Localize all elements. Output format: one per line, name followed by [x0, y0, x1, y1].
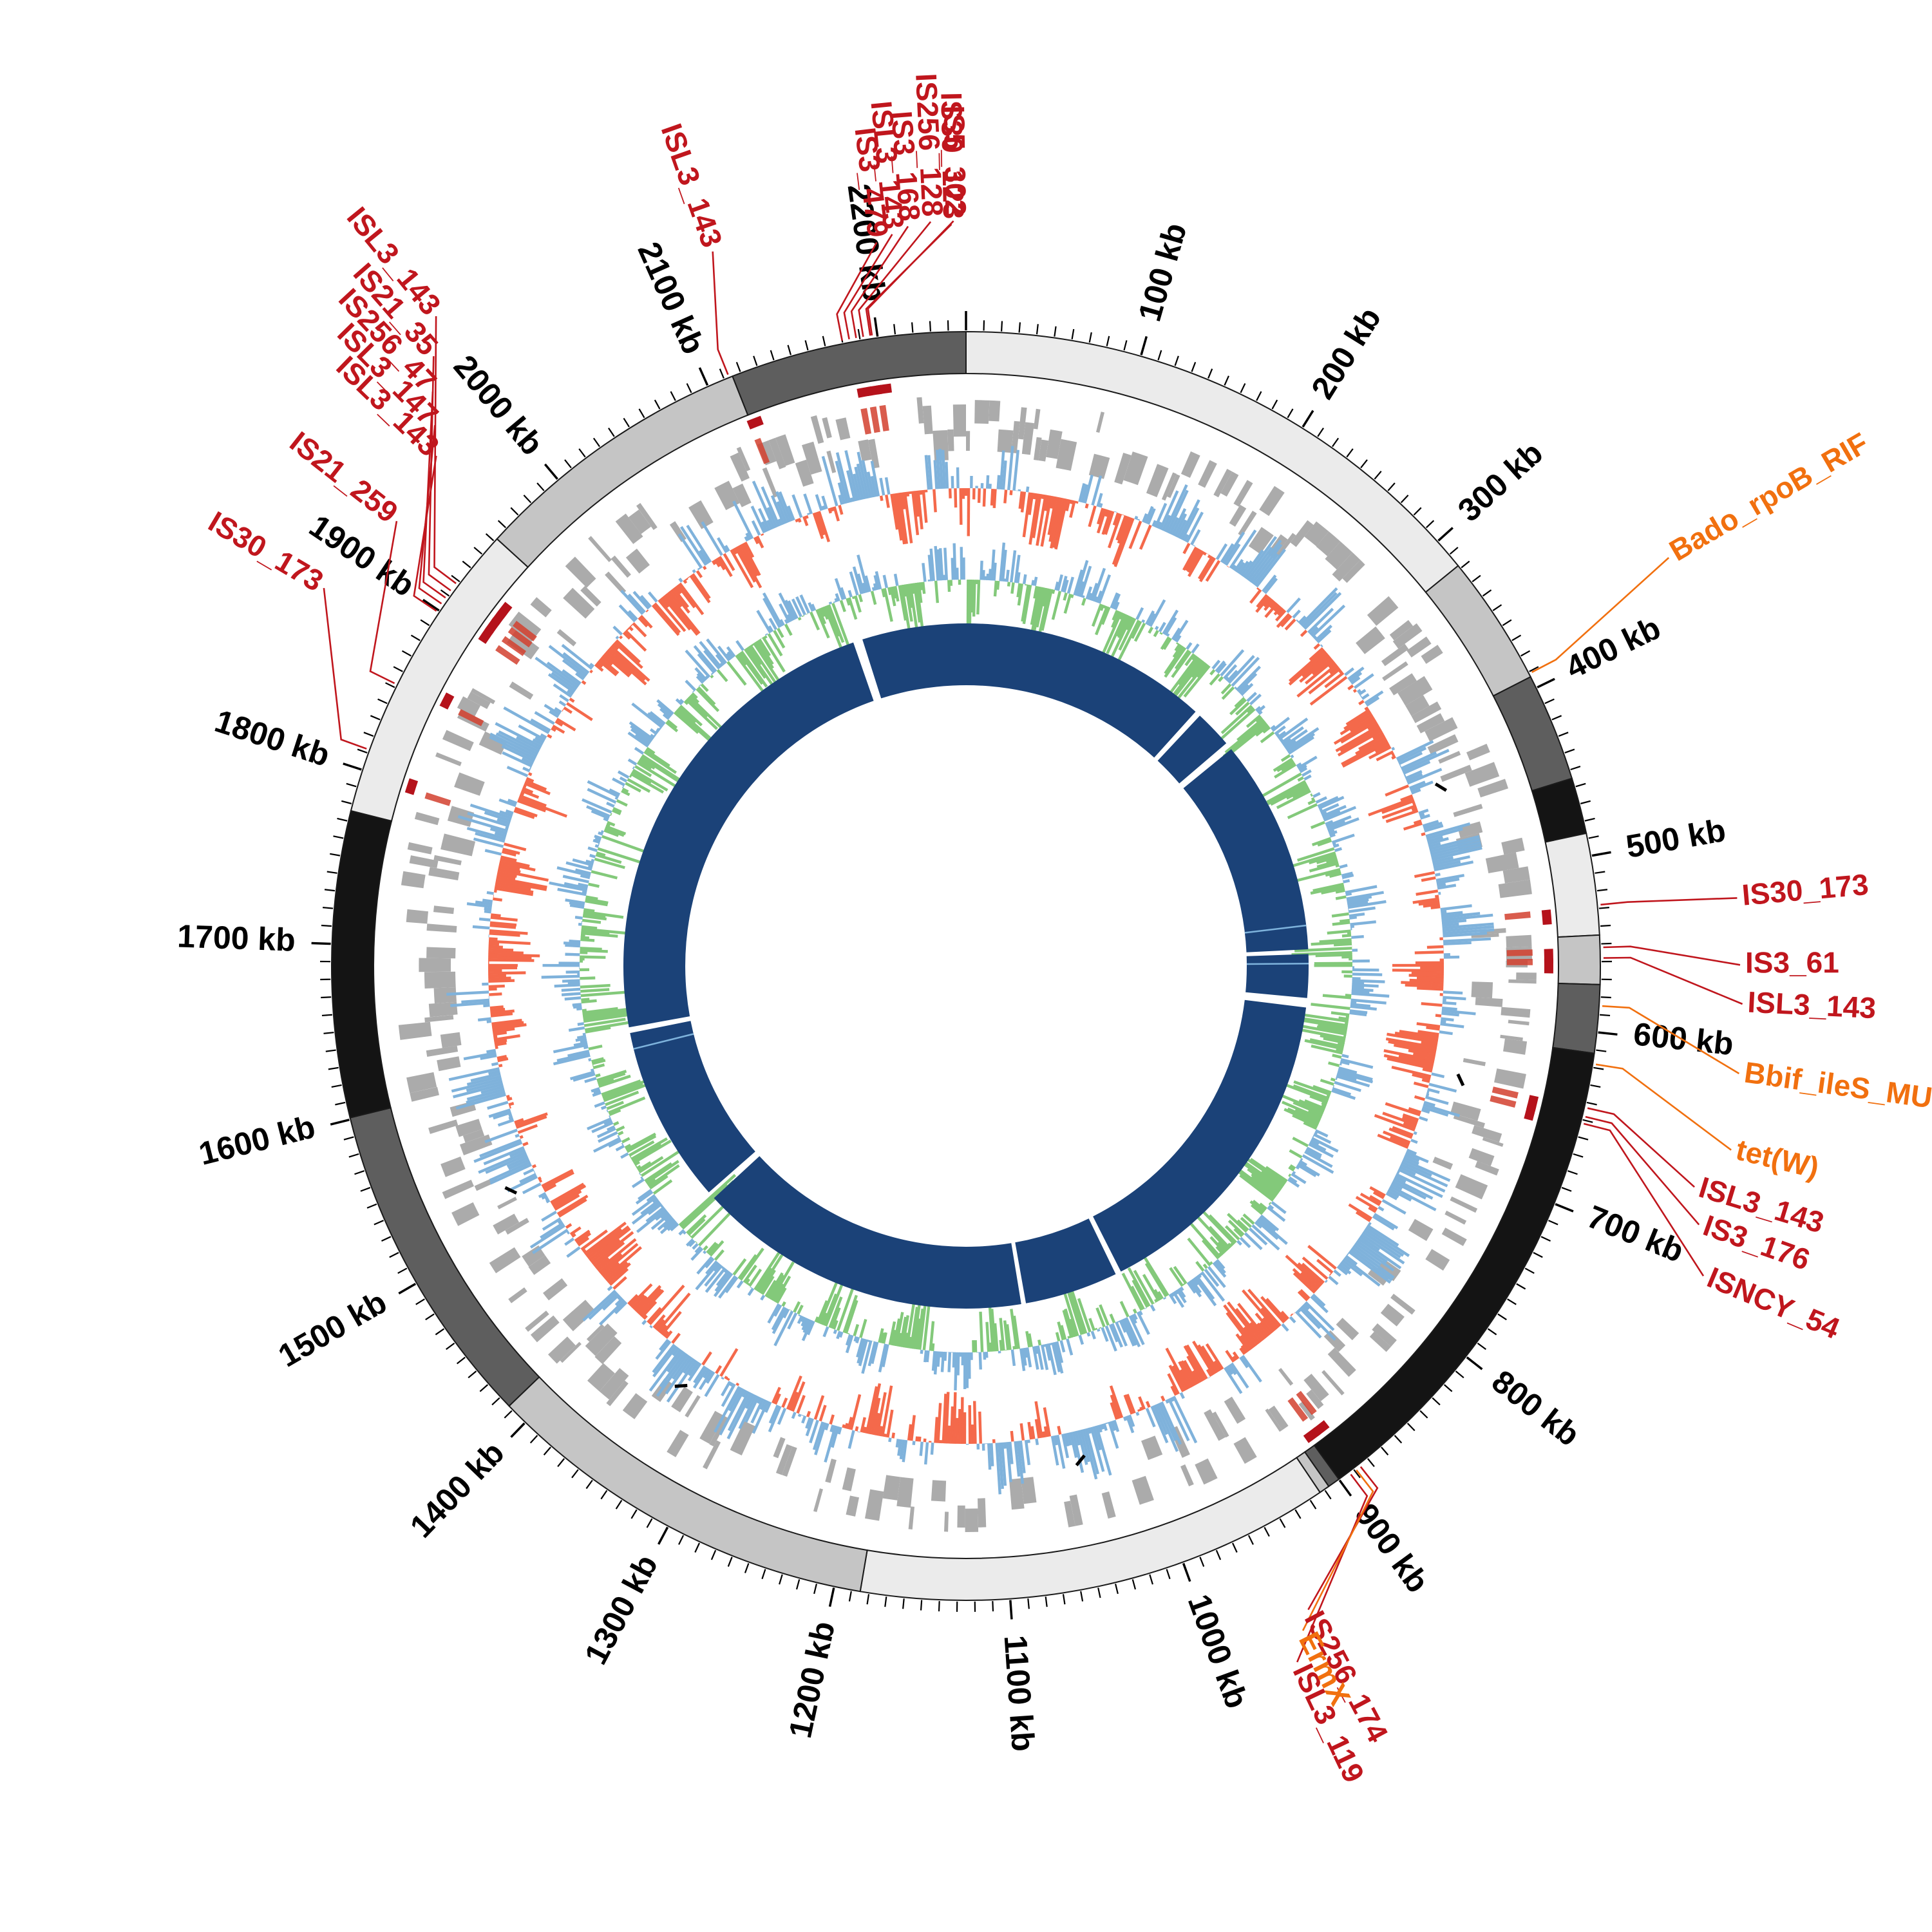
- is-element-label: IS21_259: [284, 425, 404, 529]
- svg-text:1700 kb: 1700 kb: [176, 918, 296, 958]
- is-element-label: ISL3_143: [1747, 985, 1877, 1025]
- svg-text:1400 kb: 1400 kb: [403, 1435, 511, 1545]
- scale-ticks: [311, 311, 1618, 1620]
- svg-text:1300 kb: 1300 kb: [578, 1549, 665, 1670]
- gene-track: [398, 397, 1537, 1533]
- gc-content-track: [446, 446, 1495, 1495]
- svg-text:1500 kb: 1500 kb: [272, 1283, 393, 1374]
- is-element-label: IS3_61: [1745, 945, 1839, 979]
- svg-text:200 kb: 200 kb: [1304, 301, 1388, 405]
- svg-text:1100 kb: 1100 kb: [998, 1634, 1041, 1752]
- svg-text:700 kb: 700 kb: [1582, 1198, 1689, 1269]
- contig-ring: [331, 330, 1601, 1601]
- annotation-leader-lines: [323, 220, 1743, 1663]
- svg-text:400 kb: 400 kb: [1560, 609, 1666, 686]
- svg-text:1000 kb: 1000 kb: [1181, 1589, 1255, 1713]
- is-element-label: ISNCY_54: [1703, 1260, 1845, 1345]
- is-element-label: IS30_173: [1741, 867, 1870, 912]
- amr-gene-label: Bbif_ileS_MUP: [1742, 1056, 1932, 1117]
- amr-gene-label: Bado_rpoB_RIF: [1663, 426, 1874, 567]
- amr-gene-label: tet(W): [1733, 1133, 1823, 1185]
- inner-alignment-ring: [623, 623, 1309, 1309]
- svg-text:2000 kb: 2000 kb: [447, 348, 551, 462]
- svg-text:2100 kb: 2100 kb: [630, 237, 712, 359]
- svg-text:1800 kb: 1800 kb: [211, 703, 334, 773]
- svg-text:1200 kb: 1200 kb: [782, 1618, 842, 1741]
- svg-text:600 kb: 600 kb: [1632, 1016, 1736, 1062]
- annotation-labels: IS30_173IS3_61ISL3_143ISL3_143IS3_176ISN…: [203, 73, 1932, 1788]
- is-element-label: IS30_173: [203, 504, 329, 598]
- is-position-marks: [404, 383, 1553, 1443]
- svg-text:1600 kb: 1600 kb: [195, 1108, 319, 1172]
- is-element-label: IS30_123: [934, 92, 971, 220]
- svg-text:300 kb: 300 kb: [1451, 435, 1549, 529]
- is-element-label: IS5_302: [937, 105, 972, 216]
- svg-text:500 kb: 500 kb: [1624, 812, 1728, 865]
- svg-text:100 kb: 100 kb: [1132, 219, 1194, 325]
- is-element-label: IS256_128: [909, 73, 949, 218]
- svg-text:1900 kb: 1900 kb: [303, 507, 421, 603]
- svg-text:800 kb: 800 kb: [1485, 1363, 1586, 1453]
- is-element-label: ISL3_143: [655, 119, 730, 251]
